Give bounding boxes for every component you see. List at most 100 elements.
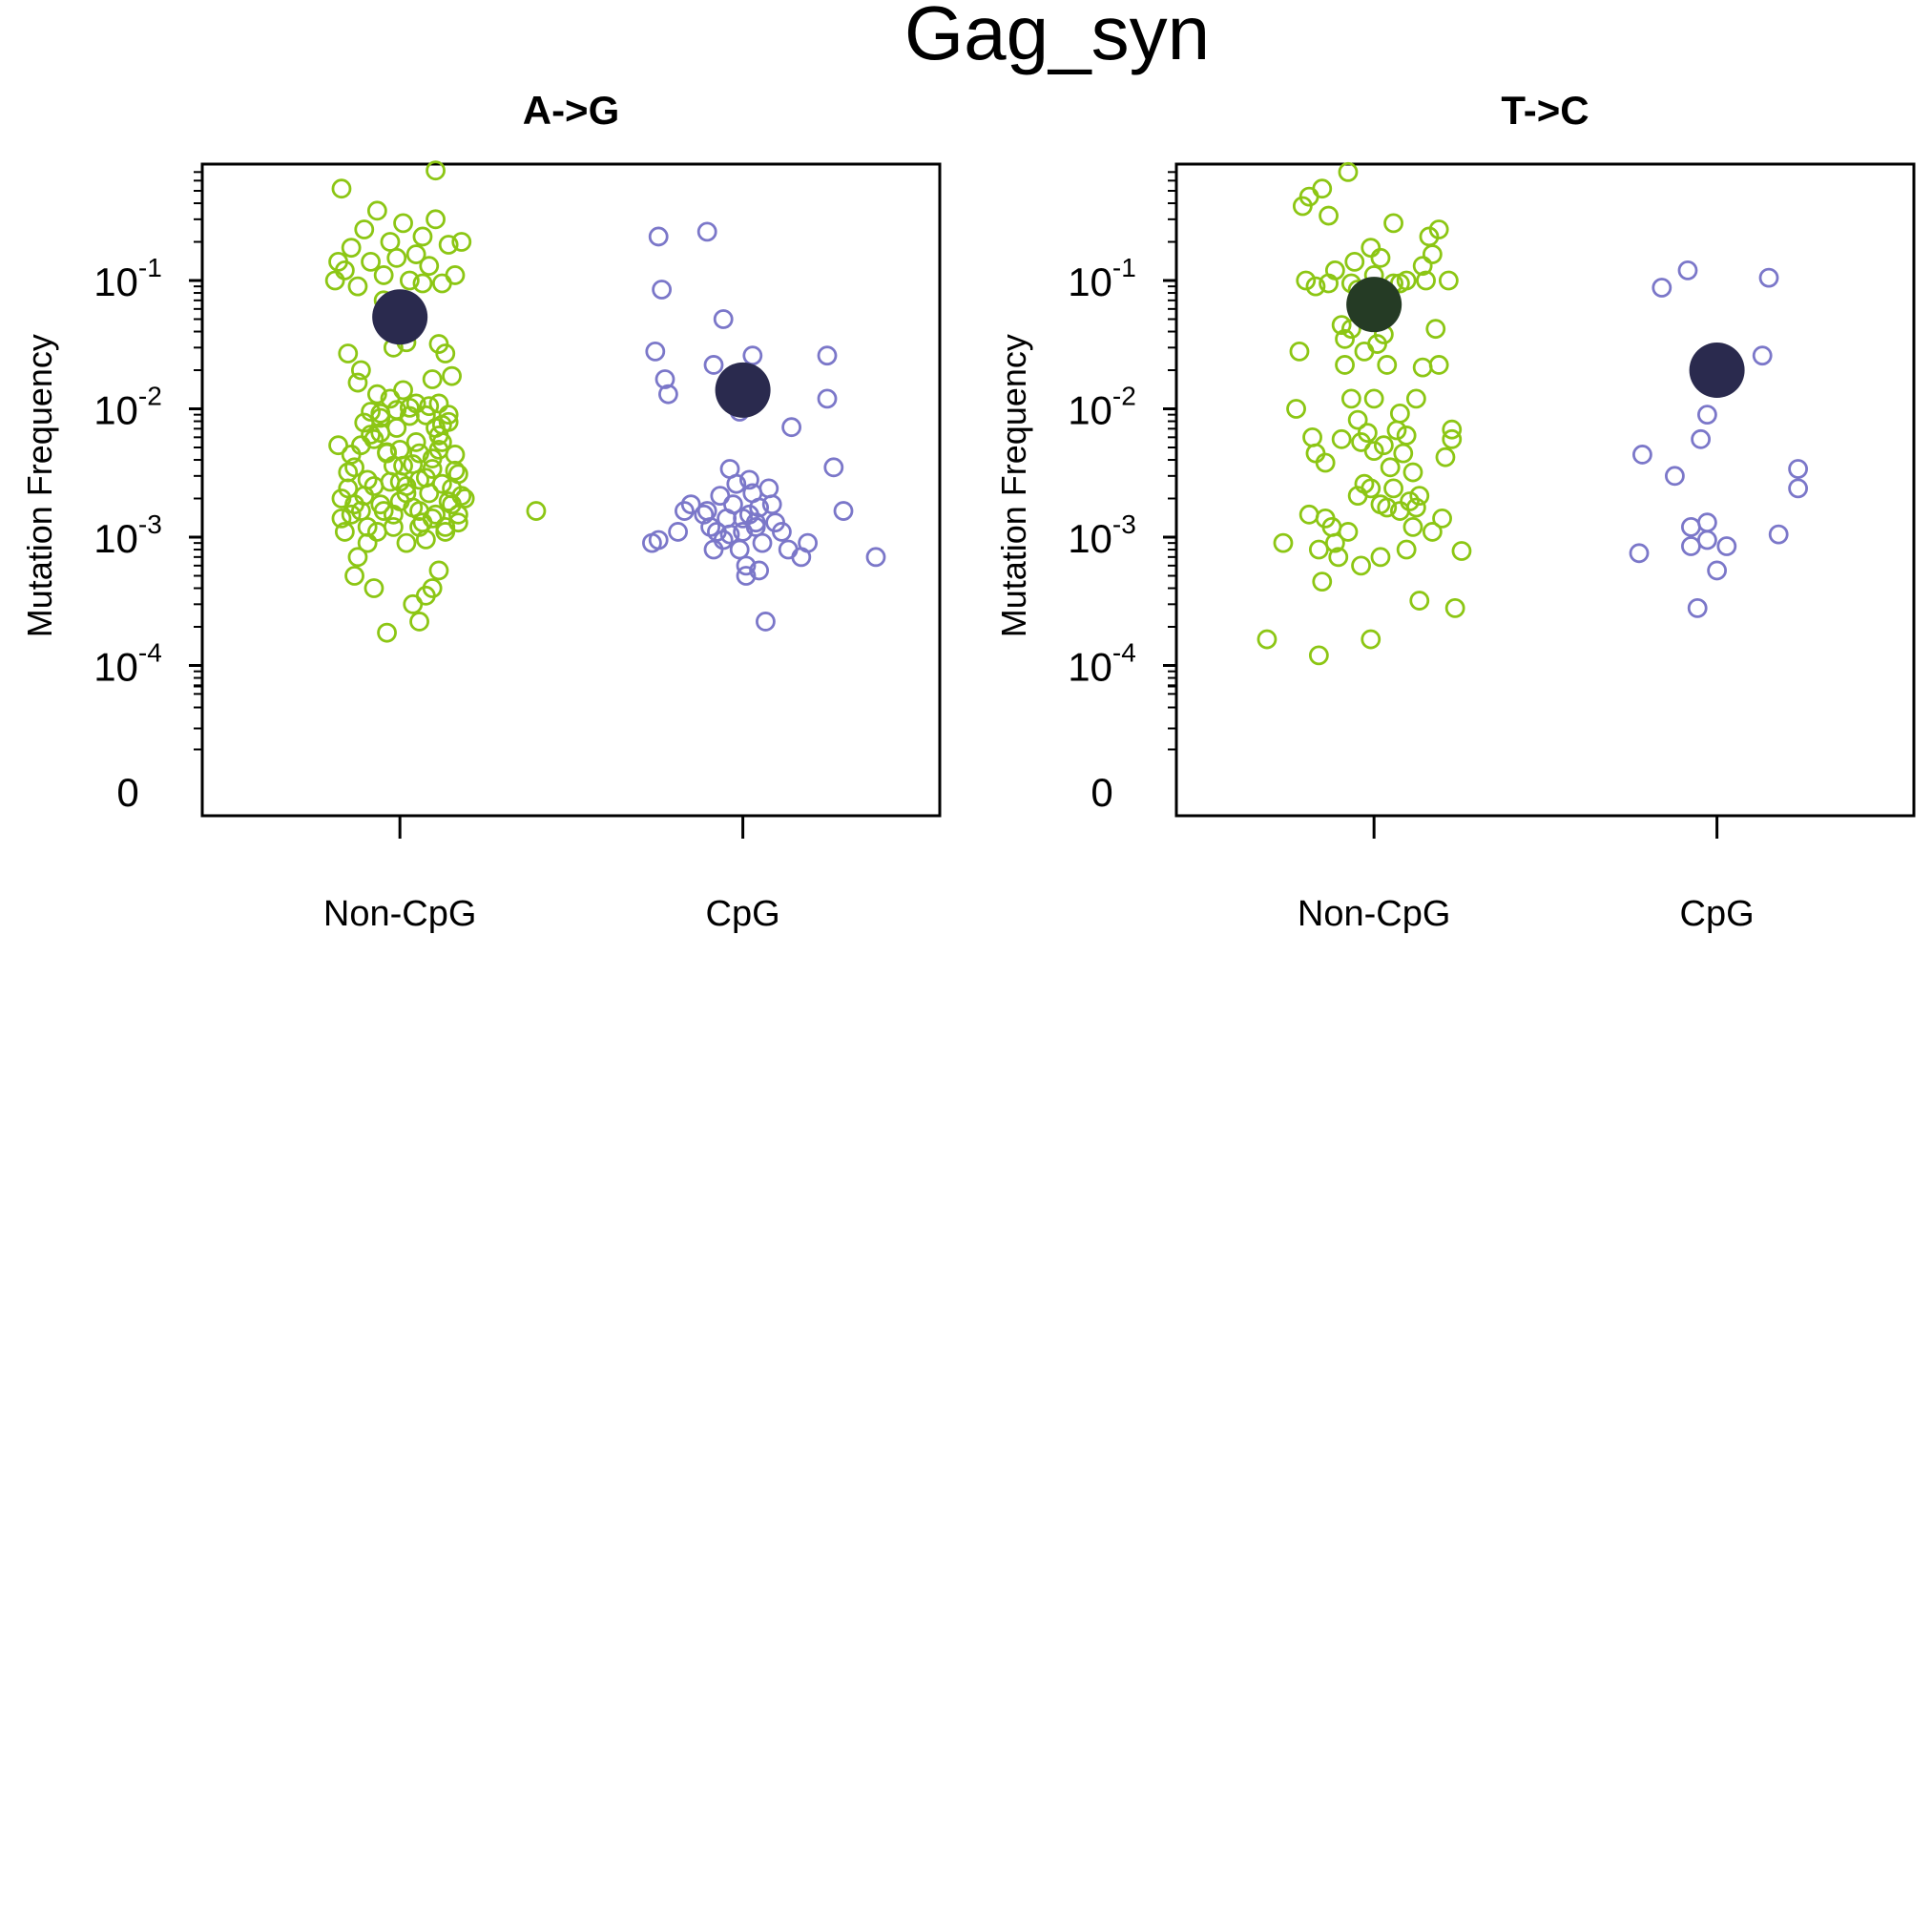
- y-tick-label: 10-4: [93, 638, 162, 690]
- data-point: [366, 200, 387, 221]
- data-point: [1422, 522, 1443, 542]
- data-point: [823, 457, 844, 478]
- data-point: [733, 522, 754, 542]
- data-point: [1629, 543, 1650, 564]
- data-point: [383, 516, 404, 537]
- data-point: [442, 365, 462, 386]
- data-point: [1758, 267, 1779, 288]
- data-point: [745, 512, 766, 533]
- data-point: [1319, 205, 1339, 226]
- data-point: [1438, 270, 1459, 291]
- data-point: [654, 369, 675, 389]
- data-point: [370, 403, 391, 424]
- data-point: [1324, 260, 1345, 280]
- data-point: [713, 309, 734, 329]
- data-point: [1422, 244, 1443, 264]
- data-point: [1370, 547, 1391, 568]
- y-tick-label: 0: [116, 770, 138, 815]
- panel-t-to-c: T->C Mutation Frequency 10-1 10-2 10-3 10-4 0 N…: [994, 88, 1916, 934]
- data-point: [696, 221, 717, 242]
- data-point: [445, 265, 466, 285]
- data-point: [817, 345, 838, 366]
- data-point: [428, 439, 449, 460]
- data-point: [703, 355, 724, 375]
- data-point: [357, 469, 378, 490]
- data-point: [341, 238, 362, 259]
- data-point: [1383, 213, 1403, 234]
- mean-marker: [1346, 277, 1402, 333]
- data-point: [1347, 409, 1368, 430]
- data-point: [331, 488, 352, 509]
- mean-marker: [1689, 343, 1745, 399]
- data-point: [1405, 497, 1426, 518]
- data-point: [366, 384, 387, 405]
- data-point: [1752, 345, 1773, 366]
- data-point: [1396, 426, 1417, 446]
- data-point: [447, 504, 468, 525]
- data-point: [817, 388, 838, 409]
- data-point: [1716, 536, 1737, 556]
- y-axis-label: Mutation Frequency: [994, 334, 1033, 637]
- data-point: [415, 529, 436, 550]
- data-point: [1425, 319, 1446, 340]
- data-point: [749, 497, 770, 518]
- plot-frame: [200, 162, 942, 818]
- data-point: [1677, 260, 1698, 280]
- data-point: [648, 226, 669, 247]
- y-tick-label: 10-3: [93, 509, 162, 561]
- data-point: [403, 454, 424, 474]
- panel-title: T->C: [1501, 88, 1589, 133]
- x-tick-label: Non-CpG: [1298, 894, 1451, 934]
- data-point: [1335, 355, 1355, 375]
- data-point: [383, 455, 404, 476]
- data-point: [1308, 539, 1329, 560]
- data-point: [338, 478, 359, 499]
- data-point: [696, 501, 717, 521]
- data-point: [1442, 419, 1463, 440]
- data-point: [675, 501, 695, 521]
- data-point: [1331, 428, 1352, 449]
- mean-marker: [715, 362, 771, 418]
- data-point: [447, 512, 468, 533]
- data-point: [383, 504, 404, 525]
- data-point: [1432, 508, 1452, 529]
- data-point: [1370, 247, 1391, 268]
- data-point: [1687, 597, 1708, 618]
- data-point: [652, 280, 673, 300]
- data-point: [1665, 466, 1685, 487]
- data-point: [370, 494, 391, 515]
- data-point: [719, 459, 740, 479]
- data-point: [350, 501, 371, 521]
- data-point: [1351, 555, 1371, 576]
- data-point: [451, 232, 472, 252]
- data-point: [334, 522, 355, 542]
- data-point: [1351, 432, 1371, 452]
- data-point: [344, 566, 364, 586]
- data-point: [347, 276, 368, 297]
- data-point: [422, 578, 443, 598]
- data-point: [1335, 328, 1355, 349]
- data-point: [396, 532, 417, 553]
- data-point: [1396, 539, 1417, 560]
- data-point: [1377, 355, 1398, 375]
- data-point: [772, 522, 792, 542]
- data-point: [1405, 388, 1426, 409]
- data-point: [438, 405, 459, 426]
- data-point: [761, 494, 782, 515]
- data-point: [396, 483, 417, 504]
- data-point: [781, 417, 802, 438]
- data-point: [1257, 629, 1278, 650]
- data-point: [1400, 491, 1420, 511]
- data-point: [1298, 504, 1319, 525]
- data-point: [364, 428, 384, 449]
- data-point: [415, 467, 436, 488]
- data-point: [1312, 178, 1333, 199]
- data-point: [1788, 459, 1809, 479]
- data-point: [1416, 270, 1436, 291]
- figure-title: Gag_syn: [904, 0, 1210, 75]
- data-point: [438, 235, 459, 255]
- data-point: [331, 178, 352, 199]
- panel-title: A->G: [523, 88, 620, 133]
- data-point: [1331, 315, 1352, 336]
- y-tick-label: 10-1: [93, 253, 162, 304]
